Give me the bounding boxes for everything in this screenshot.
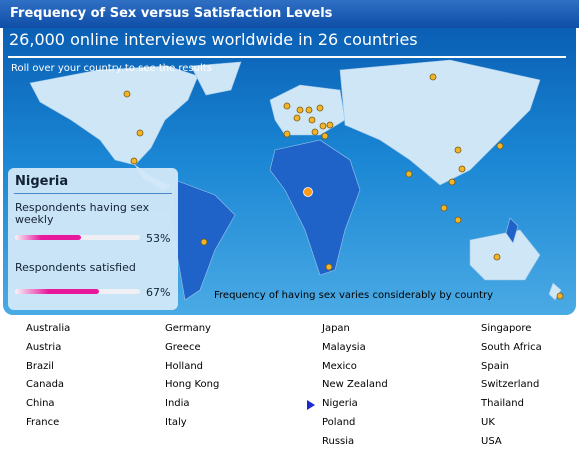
country-dot[interactable] [283,130,291,138]
country-link[interactable]: Hong Kong [165,379,220,391]
divider [8,56,566,58]
north-america[interactable] [29,65,199,166]
country-dot[interactable] [325,263,333,271]
country-dot[interactable] [429,73,437,81]
country-dot[interactable] [311,128,319,136]
country-dot[interactable] [283,102,291,110]
selected-country-dot[interactable] [303,187,313,197]
country-link[interactable]: USA [481,435,502,447]
info-panel: Nigeria Respondents having sex weekly 53%… [8,168,178,310]
selection-arrow [307,400,315,411]
country-dot[interactable] [405,170,413,178]
country-link[interactable]: Thailand [481,398,524,410]
country-link[interactable]: Japan [322,323,350,334]
country-link[interactable]: Austria [26,341,62,353]
world-map [29,59,564,301]
greenland [190,61,242,96]
country-dot[interactable] [556,292,564,300]
country-link[interactable]: New Zealand [322,379,388,391]
country-link[interactable]: Malaysia [322,341,366,353]
country-dot[interactable] [316,104,324,112]
country-link[interactable]: Spain [481,360,509,372]
bar [15,235,82,240]
country-link[interactable]: Poland [322,417,356,428]
country-link[interactable]: Switzerland [481,379,540,391]
country-dot[interactable] [321,132,329,140]
africa[interactable] [269,139,361,276]
title: Frequency of Sex versus Satisfaction Lev… [0,0,579,28]
madagascar[interactable] [505,217,519,244]
country-dot[interactable] [305,106,313,114]
country-dot[interactable] [440,204,448,212]
country-dot[interactable] [308,116,316,124]
bar-track [15,235,140,240]
asia[interactable] [339,59,541,186]
metric-value: 53% [146,232,171,245]
country-dot[interactable] [493,253,501,261]
country-link[interactable]: India [165,398,190,410]
country-link[interactable]: South Africa [481,341,542,353]
country-link[interactable]: Nigeria [322,398,358,410]
metric-value: 67% [146,286,171,299]
country-dot[interactable] [200,238,208,246]
country-dot[interactable] [136,129,144,137]
country-link[interactable]: Brazil [26,360,54,372]
bar [15,289,99,294]
country-link[interactable]: Australia [26,323,71,334]
instruction: Roll over your country to see the result… [11,63,212,74]
country-dot[interactable] [496,142,504,150]
country-link[interactable]: Germany [165,323,211,334]
caption: Frequency of having sex varies considera… [214,290,494,301]
country-link[interactable]: Italy [165,417,187,428]
country-dot[interactable] [293,114,301,122]
country-dot[interactable] [123,90,131,98]
country-dot[interactable] [326,121,334,129]
country-link[interactable]: Russia [322,435,355,447]
panel-country: Nigeria [15,174,69,189]
country-dot[interactable] [454,146,462,154]
country-dot[interactable] [130,157,138,165]
country-link[interactable]: China [26,398,55,410]
country-link[interactable]: Singapore [481,323,532,334]
country-dot[interactable] [458,165,466,173]
metric-label: Respondents having sex weekly [15,201,150,226]
subtitle: 26,000 online interviews worldwide in 26… [9,30,418,49]
country-link[interactable]: Greece [165,341,201,353]
country-dots [123,73,564,300]
country-link[interactable]: Holland [165,360,204,372]
australia[interactable] [469,229,541,281]
country-link[interactable]: Mexico [322,360,357,372]
country-link[interactable]: France [26,417,60,428]
country-link[interactable]: UK [481,417,495,428]
country-dot[interactable] [454,216,462,224]
divider [14,193,172,194]
country-link[interactable]: Canada [26,379,65,391]
metric-label: Respondents satisfied [15,261,136,274]
country-dot[interactable] [296,106,304,114]
country-dot[interactable] [448,178,456,186]
new-zealand[interactable] [548,282,562,301]
bar-track [15,289,140,294]
country-dot[interactable] [319,122,327,130]
